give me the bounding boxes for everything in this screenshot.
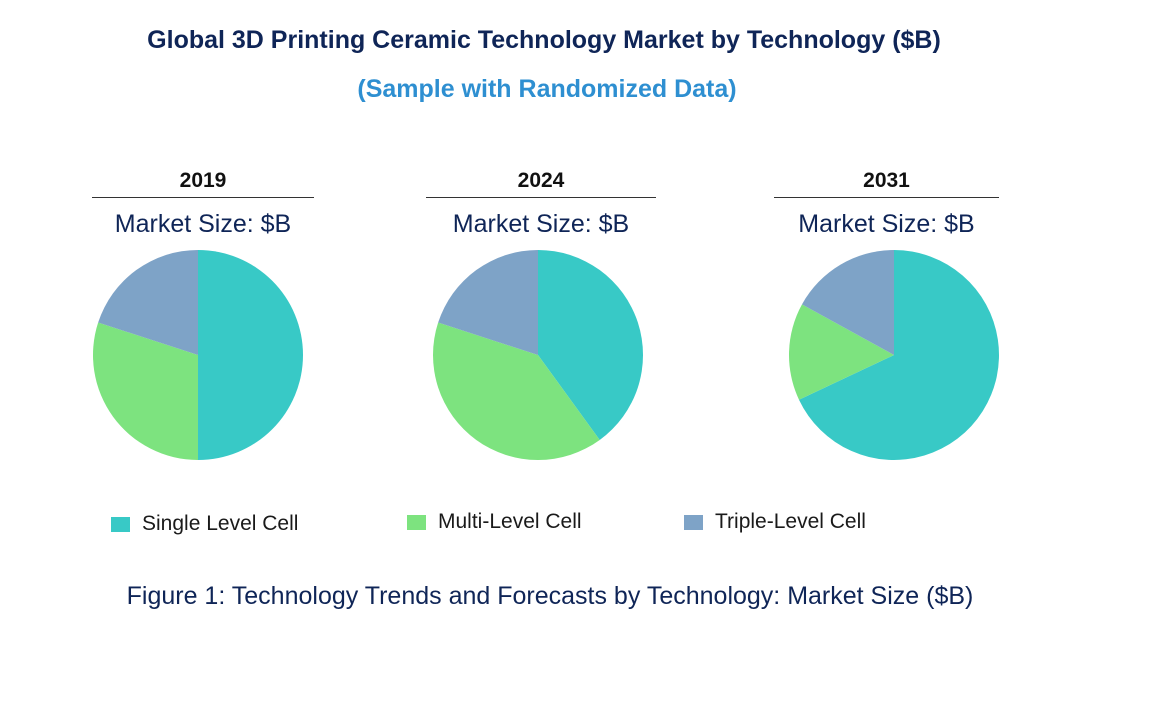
market-size-label: Market Size: $B bbox=[114, 210, 292, 238]
pie-slice-single-level-cell bbox=[198, 250, 303, 460]
pie-chart-2019 bbox=[92, 250, 303, 460]
panel-2019: 2019 Market Size: $B bbox=[92, 168, 314, 239]
pie-year-label: 2024 bbox=[517, 169, 565, 192]
legend-swatch bbox=[684, 514, 703, 530]
figure-caption: Figure 1: Technology Trends and Forecast… bbox=[126, 582, 974, 610]
pie-chart-2024 bbox=[432, 250, 644, 461]
legend-swatch bbox=[111, 516, 130, 532]
pie-slice-triple-level-cell bbox=[438, 250, 538, 355]
chart-title: Global 3D Printing Ceramic Technology Ma… bbox=[147, 26, 941, 54]
pie-slice-single-level-cell bbox=[538, 250, 644, 440]
pie-slice-multi-level-cell bbox=[92, 322, 198, 460]
pie-year-label: 2019 bbox=[179, 169, 227, 192]
legend-item-triple-level-cell: Triple-Level Cell bbox=[684, 510, 866, 534]
panel-2024: 2024 Market Size: $B bbox=[426, 168, 656, 239]
pie-slice-multi-level-cell bbox=[432, 322, 600, 461]
legend-item-multi-level-cell: Multi-Level Cell bbox=[407, 510, 582, 534]
market-size-label: Market Size: $B bbox=[798, 210, 975, 238]
legend-swatch bbox=[407, 514, 426, 530]
pie-slice-single-level-cell bbox=[798, 250, 999, 460]
legend-label: Single Level Cell bbox=[142, 512, 299, 535]
year-divider bbox=[774, 197, 999, 198]
panel-2031: 2031 Market Size: $B bbox=[774, 168, 999, 239]
pie-slice-multi-level-cell bbox=[788, 304, 894, 400]
legend-item-single-level-cell: Single Level Cell bbox=[111, 512, 298, 536]
year-divider bbox=[426, 197, 656, 198]
pie-slice-triple-level-cell bbox=[98, 250, 198, 355]
pie-slice-triple-level-cell bbox=[801, 250, 894, 355]
year-divider bbox=[92, 197, 314, 198]
pie-year-label: 2031 bbox=[863, 169, 910, 192]
pie-chart-2031 bbox=[788, 250, 999, 460]
legend-label: Multi-Level Cell bbox=[438, 510, 582, 533]
market-size-label: Market Size: $B bbox=[452, 210, 630, 238]
chart-subtitle: (Sample with Randomized Data) bbox=[357, 75, 737, 103]
legend-label: Triple-Level Cell bbox=[715, 510, 866, 533]
